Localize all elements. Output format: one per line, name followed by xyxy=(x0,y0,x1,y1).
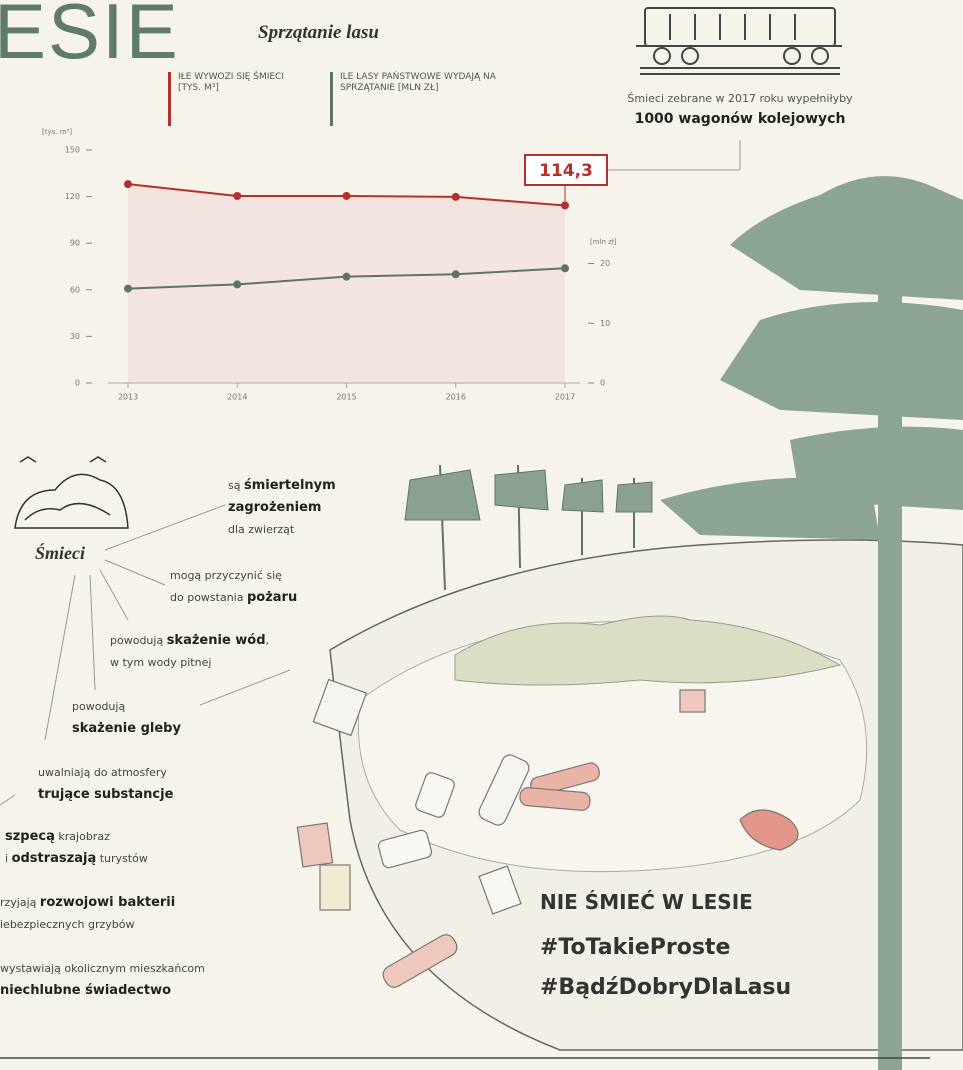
data-point xyxy=(233,280,241,288)
effect-bold: rozwojowi bakterii xyxy=(40,895,175,910)
wagon-note: Śmieci zebrane w 2017 roku wypełniłyby 1… xyxy=(560,92,920,127)
data-point xyxy=(452,193,460,201)
effect-text: , xyxy=(266,634,270,647)
slogan-tag: #ToTakieProste xyxy=(540,935,730,960)
effect-line: zagrożeniem xyxy=(228,497,336,519)
y2-tick-label: 20 xyxy=(600,259,610,268)
effect-item: powodują skażenie gleby xyxy=(72,696,181,740)
effect-bold: niechlubne świadectwo xyxy=(0,983,171,998)
data-point xyxy=(343,273,351,281)
effect-bold: skażenie gleby xyxy=(72,721,181,736)
effect-bold: szpecą xyxy=(5,829,55,844)
effect-line: powodują skażenie wód, xyxy=(110,630,269,652)
x-tick-label: 2013 xyxy=(118,393,138,402)
data-point xyxy=(124,285,132,293)
y2-axis-label: [mln zł] xyxy=(590,238,617,246)
effect-bold: trujące substancje xyxy=(38,787,173,802)
effect-line: szpecą krajobraz xyxy=(5,826,148,848)
effects-label: Śmieci xyxy=(35,543,85,564)
legend-label: ILE LASY PAŃSTWOWE WYDAJĄ NA SPRZĄTANIE … xyxy=(340,72,496,93)
area xyxy=(128,184,565,383)
y-axis-label: [tys. m³] xyxy=(42,128,72,136)
y2-tick-label: 0 xyxy=(600,379,605,388)
legend-swatch xyxy=(330,72,333,126)
y2-tick-label: 10 xyxy=(600,319,610,328)
effect-bold: zagrożeniem xyxy=(228,500,321,515)
effect-bold: śmiertelnym xyxy=(244,478,336,493)
chart: 0 30 60 90 120 150 0 10 20 [tys. m³] [mln zł] 2013 2… xyxy=(42,128,617,402)
data-point xyxy=(124,180,132,188)
y-tick-label: 0 xyxy=(75,379,80,388)
effect-text: mogą przyczynić się xyxy=(170,569,282,582)
effect-line: mogą przyczynić się xyxy=(170,565,297,587)
effect-line: rzyjają rozwojowi bakterii xyxy=(0,892,175,914)
infographic: {"header": {"title": "ESIE"}, "chart_dat… xyxy=(0,0,963,1070)
effect-line: wystawiają okolicznym mieszkańcom xyxy=(0,958,205,980)
x-tick-label: 2017 xyxy=(555,393,575,402)
smieci-icon xyxy=(15,457,128,528)
x-tick-label: 2016 xyxy=(446,393,466,402)
slogan-title: NIE ŚMIEĆ W LESIE xyxy=(540,890,753,914)
y-tick-label: 30 xyxy=(70,332,80,341)
x-tick-label: 2014 xyxy=(227,393,247,402)
effect-text: powodują xyxy=(110,634,167,647)
y-tick-label: 90 xyxy=(70,239,80,248)
effect-line: w tym wody pitnej xyxy=(110,652,269,674)
effect-line: do powstania pożaru xyxy=(170,587,297,609)
effect-line: uwalniają do atmosfery xyxy=(38,762,173,784)
effect-line: skażenie gleby xyxy=(72,718,181,740)
y-tick-label: 150 xyxy=(65,146,80,155)
effect-bold: skażenie wód xyxy=(167,633,266,648)
effect-item: mogą przyczynić się do powstania pożaru xyxy=(170,565,297,609)
effect-line: powodują xyxy=(72,696,181,718)
effect-text: są xyxy=(228,479,244,492)
slogan-tag: #BądźDobryDlaLasu xyxy=(540,975,791,1000)
effect-item: uwalniają do atmosfery trujące substancje xyxy=(38,762,173,806)
data-point xyxy=(343,192,351,200)
data-point xyxy=(561,264,569,272)
legend-entry: ILE LASY PAŃSTWOWE WYDAJĄ NA SPRZĄTANIE … xyxy=(340,72,510,94)
effect-bold: odstraszają xyxy=(12,851,97,866)
y-tick-label: 120 xyxy=(65,192,80,201)
data-point xyxy=(233,192,241,200)
legend-label: IŁE WYWOZI SIĘ ŚMIECI [tys. m³] xyxy=(178,72,284,93)
effect-item: są śmiertelnym zagrożeniem dla zwierząt xyxy=(228,475,336,541)
effect-bold: pożaru xyxy=(247,590,297,605)
effect-line: trujące substancje xyxy=(38,784,173,806)
effect-text: w tym wody pitnej xyxy=(110,656,211,669)
chart-title: Sprzątanie lasu xyxy=(258,22,379,44)
effect-line: iebezpiecznych grzybów xyxy=(0,914,175,936)
y-tick-label: 60 xyxy=(70,285,80,294)
effect-text: dla zwierząt xyxy=(228,523,294,536)
effect-line: są śmiertelnym xyxy=(228,475,336,497)
x-tick-label: 2015 xyxy=(336,393,356,402)
effect-item: rzyjają rozwojowi bakterii iebezpiecznych… xyxy=(0,892,175,936)
legend-entry: IŁE WYWOZI SIĘ ŚMIECI [tys. m³] xyxy=(178,72,288,94)
wagon-highlight: 1000 wagonów kolejowych xyxy=(560,111,920,127)
effect-text: wystawiają okolicznym mieszkańcom xyxy=(0,962,205,975)
page: Sprzątanie lasu html, body { margin: 0; … xyxy=(0,0,963,1070)
effect-line: dla zwierząt xyxy=(228,519,336,541)
effect-text: powodują xyxy=(72,700,125,713)
effect-line: niechlubne świadectwo xyxy=(0,980,205,1002)
effect-line: i odstraszają turystów xyxy=(5,848,148,870)
effect-text: do powstania xyxy=(170,591,247,604)
effect-item: powodują skażenie wód, w tym wody pitnej xyxy=(110,630,269,674)
effect-text: turystów xyxy=(96,852,148,865)
legend-swatch xyxy=(168,72,171,126)
effect-text: iebezpiecznych grzybów xyxy=(0,918,134,931)
wagon-icon xyxy=(636,8,842,74)
data-point xyxy=(561,201,569,209)
effect-item: wystawiają okolicznym mieszkańcom niechlu… xyxy=(0,958,205,1002)
value-label: 114,3 xyxy=(539,161,593,181)
data-point xyxy=(452,270,460,278)
header-title: ESIE xyxy=(0,0,180,77)
effect-text: krajobraz xyxy=(55,830,110,843)
effect-text: uwalniają do atmosfery xyxy=(38,766,167,779)
effect-text: rzyjają xyxy=(0,896,40,909)
wagon-text: Śmieci zebrane w 2017 roku wypełniłyby xyxy=(627,92,852,105)
